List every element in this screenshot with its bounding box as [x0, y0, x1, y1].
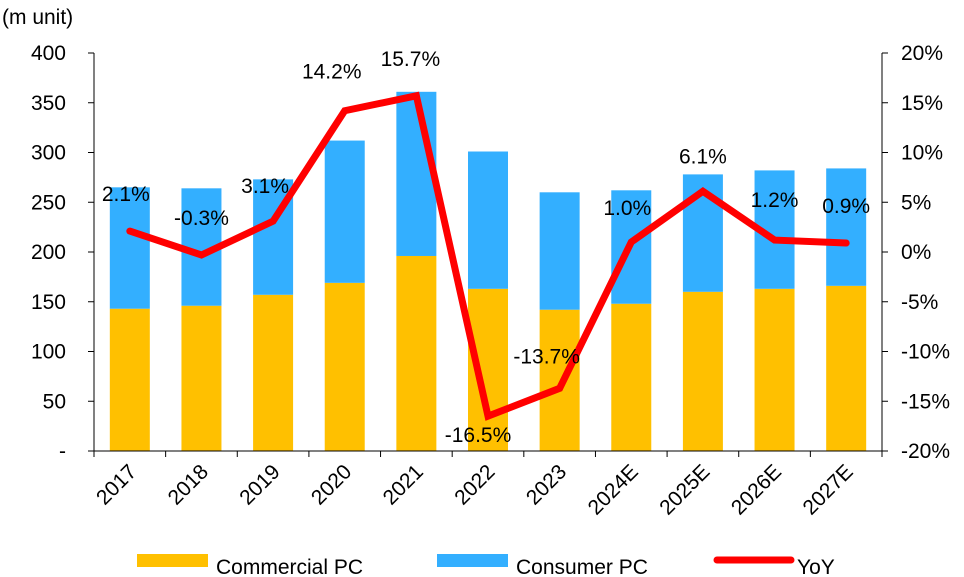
right-axis-tick-label: 20% [901, 42, 943, 65]
left-axis-tick-label: 400 [31, 42, 66, 65]
x-axis-tick-label: 2023 [522, 460, 571, 509]
yoy-data-label: 6.1% [679, 145, 727, 168]
bar-consumer-pc-2021 [396, 91, 437, 256]
right-axis-tick-label: -5% [901, 291, 938, 314]
left-axis-tick-label: - [59, 440, 66, 463]
left-axis-tick-label: 50 [43, 390, 66, 413]
x-axis-tick-label: 2024E [584, 460, 643, 519]
yoy-data-label: -16.5% [445, 424, 512, 447]
yoy-data-label: -13.7% [513, 345, 580, 368]
yoy-line-layer [126, 91, 850, 421]
bar-consumer-pc-2022 [468, 151, 508, 289]
bar-commercial-pc-2027e [826, 285, 867, 451]
legend-label-commercial-pc: Commercial PC [216, 556, 363, 577]
right-axis-tick-label: -15% [901, 390, 950, 413]
left-axis-tick-label: 150 [31, 291, 66, 314]
right-axis-tick-label: 5% [901, 191, 931, 214]
x-axis-tick-label: 2017 [92, 460, 141, 509]
bar-commercial-pc-2020 [324, 282, 365, 451]
x-axis-tick-label: 2021 [379, 460, 428, 509]
x-axis-tick-label: 2027E [799, 460, 858, 519]
left-axis-tick-label: 200 [31, 241, 66, 264]
x-axis-tick-label: 2020 [307, 460, 356, 509]
x-axis-tick-label: 2018 [164, 460, 213, 509]
x-axis-tick-label: 2019 [235, 460, 284, 509]
x-axis-tick-label: 2022 [450, 460, 499, 509]
bar-consumer-pc-2027e [826, 168, 867, 286]
bar-consumer-pc-2023 [539, 192, 580, 310]
right-axis-tick-label: -10% [901, 341, 950, 364]
yoy-data-label: 2.1% [102, 183, 150, 206]
left-axis-tick-label: 300 [31, 142, 66, 165]
yoy-data-label: 14.2% [302, 61, 362, 84]
yoy-data-label: 1.0% [603, 197, 651, 220]
bar-commercial-pc-2025e [682, 291, 723, 451]
legend-label-yoy: YoY [797, 556, 835, 577]
bar-commercial-pc-2019 [253, 294, 294, 451]
yoy-data-label: 1.2% [751, 189, 799, 212]
yoy-data-label: 0.9% [822, 195, 870, 218]
left-axis-tick-label: 250 [31, 191, 66, 214]
bar-commercial-pc-2026e [754, 288, 795, 451]
legend-swatch-commercial-pc [137, 554, 208, 567]
x-axis-tick-label: 2026E [727, 460, 786, 519]
bar-consumer-pc-2017 [109, 187, 150, 309]
right-axis-tick-label: 15% [901, 92, 943, 115]
bar-commercial-pc-2021 [396, 255, 437, 451]
yoy-data-label: 3.1% [241, 175, 289, 198]
bar-commercial-pc-2023 [539, 309, 580, 451]
right-axis-tick-label: -20% [901, 440, 950, 463]
bars-layer [109, 91, 867, 451]
legend-swatch-consumer-pc [437, 554, 508, 567]
right-axis-tick-label: 0% [901, 241, 931, 264]
y-axis-unit-label: (m unit) [2, 6, 73, 29]
bar-commercial-pc-2024e [611, 303, 652, 451]
left-axis-tick-label: 100 [31, 341, 66, 364]
bar-consumer-pc-2020 [324, 140, 365, 283]
yoy-data-label: 15.7% [381, 48, 441, 71]
bar-commercial-pc-2017 [109, 308, 150, 451]
x-axis-tick-label: 2025E [655, 460, 714, 519]
legend: Commercial PC Consumer PC YoY [137, 554, 835, 577]
right-axis-tick-label: 10% [901, 142, 943, 165]
legend-label-consumer-pc: Consumer PC [516, 556, 648, 577]
yoy-data-label: -0.3% [174, 207, 229, 230]
left-axis-tick-label: 350 [31, 92, 66, 115]
data-labels-layer: 2.1% -0.3% 3.1% 14.2% 15.7% -16.5% -13.7% 1.0% 6… [102, 48, 870, 447]
bar-commercial-pc-2018 [181, 305, 222, 451]
